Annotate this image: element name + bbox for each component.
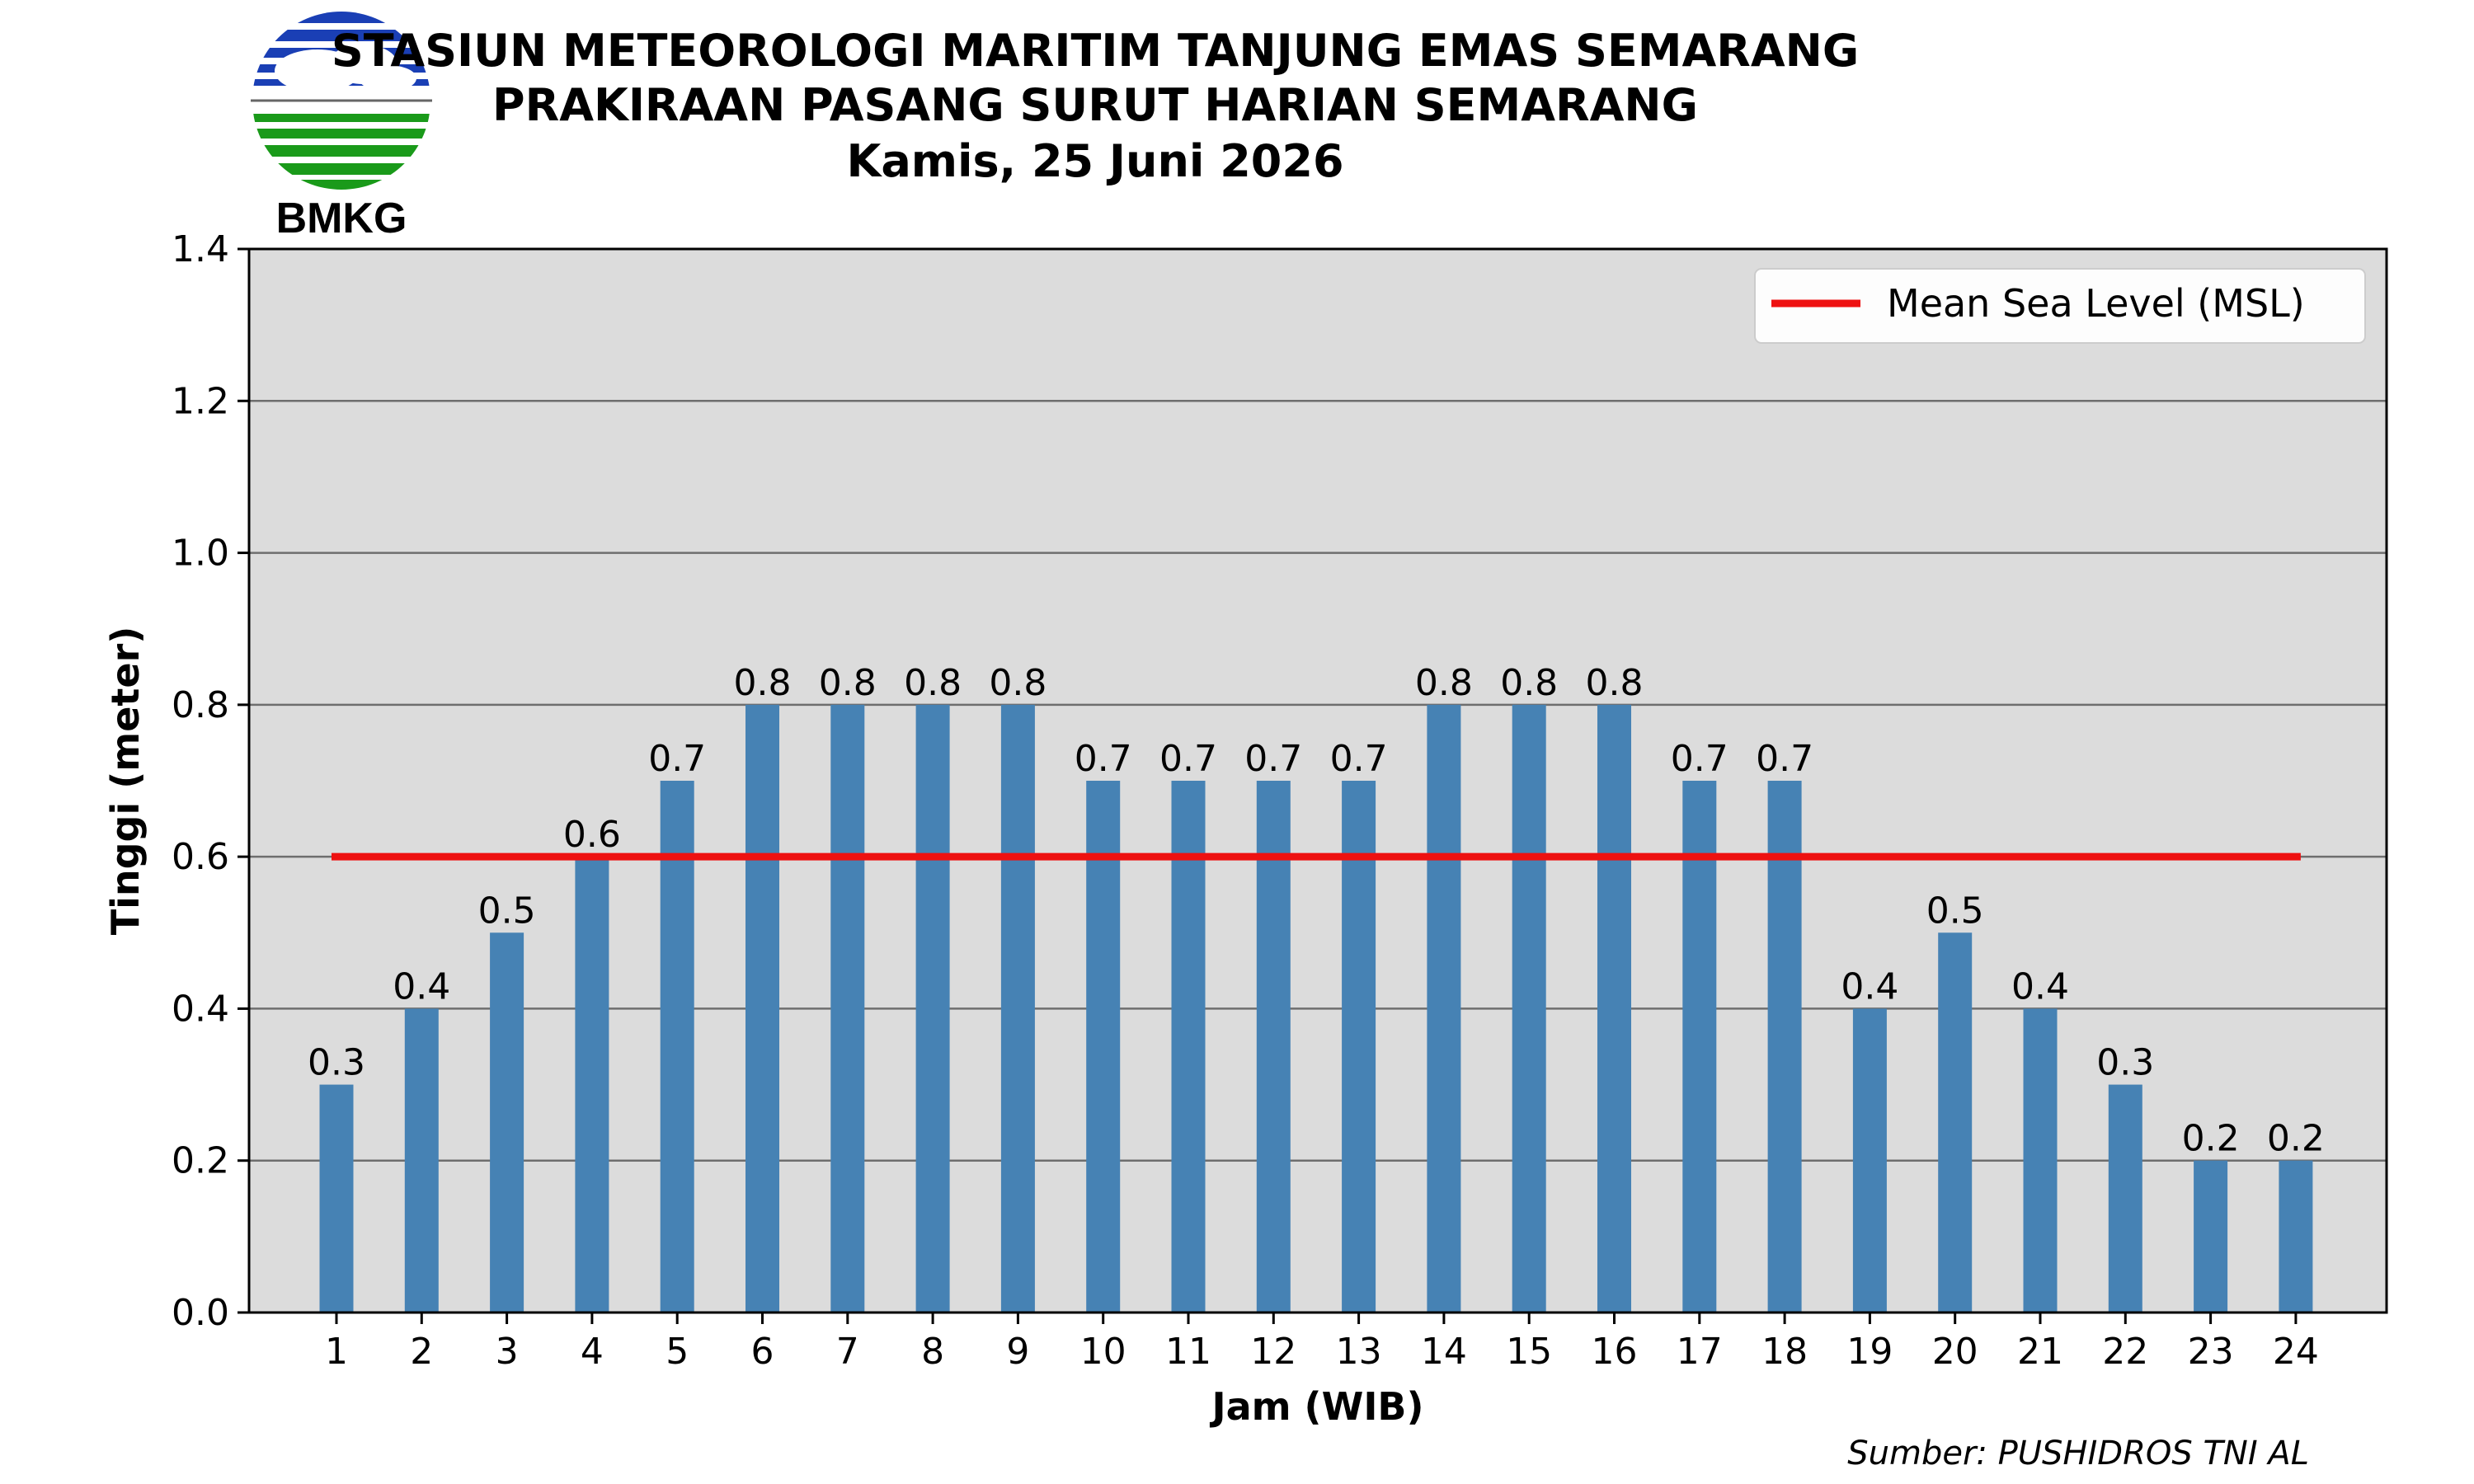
bar-labels: 0.3 0.4 0.5 0.6 0.7 0.8 0.8 0.8 0.8 0.7 0.7 0.7 0.7 0…	[308, 662, 2325, 1160]
bar	[2023, 1008, 2058, 1313]
bar	[745, 704, 779, 1313]
bar-value-label: 0.8	[1500, 662, 1558, 704]
x-tick-label: 14	[1421, 1331, 1467, 1373]
bar	[1682, 781, 1717, 1313]
x-tick-label: 3	[496, 1331, 519, 1373]
y-tick-label: 1.0	[172, 533, 229, 575]
bar-value-label: 0.6	[563, 814, 621, 856]
y-tick-label: 0.8	[172, 684, 229, 726]
y-axis-ticks: 0.0 0.2 0.4 0.6 0.8 1.0 1.2 1.4	[172, 228, 249, 1334]
x-tick-label: 12	[1250, 1331, 1296, 1373]
bar-value-label: 0.5	[478, 890, 536, 932]
bar	[1342, 781, 1376, 1313]
x-tick-label: 11	[1165, 1331, 1211, 1373]
x-tick-label: 21	[2017, 1331, 2063, 1373]
bar-value-label: 0.7	[1244, 738, 1302, 780]
bar-value-label: 0.4	[393, 965, 450, 1007]
y-tick-label: 0.6	[172, 836, 229, 878]
source-note: Sumber: PUSHIDROS TNI AL	[1847, 1435, 2309, 1472]
bar	[915, 704, 950, 1313]
x-tick-label: 2	[410, 1331, 433, 1373]
bar-value-label: 0.7	[1330, 738, 1388, 780]
bar-value-label: 0.7	[1671, 738, 1729, 780]
bar-value-label: 0.8	[989, 662, 1047, 704]
y-tick-label: 0.2	[172, 1140, 229, 1182]
legend-msl-label: Mean Sea Level (MSL)	[1887, 281, 2305, 326]
y-axis-label: Tinggi (meter)	[103, 627, 148, 936]
y-tick-label: 0.4	[172, 988, 229, 1030]
y-tick-label: 1.2	[172, 380, 229, 422]
bar-value-label: 0.2	[2182, 1118, 2240, 1160]
x-tick-label: 19	[1846, 1331, 1893, 1373]
bar	[660, 781, 694, 1313]
bar	[1512, 704, 1546, 1313]
bar-value-label: 0.7	[1756, 738, 1813, 780]
x-tick-label: 10	[1080, 1331, 1126, 1373]
bar	[319, 1084, 354, 1313]
bmkg-logo-text: BMKG	[276, 195, 407, 242]
x-tick-label: 17	[1677, 1331, 1723, 1373]
x-tick-label: 15	[1506, 1331, 1552, 1373]
plot-frame	[247, 247, 2388, 1314]
x-tick-label: 13	[1336, 1331, 1382, 1373]
bar-value-label: 0.4	[1841, 965, 1898, 1007]
bmkg-logo: BMKG	[251, 12, 432, 242]
x-tick-label: 6	[751, 1331, 774, 1373]
bar	[2194, 1160, 2228, 1313]
chart-title-line-1: STASIUN METEOROLOGI MARITIM TANJUNG EMAS…	[332, 25, 1859, 77]
bar-value-label: 0.2	[2267, 1118, 2325, 1160]
x-axis-ticks: 1 2 3 4 5 6 7 8 9 10 11 12 13 14 15 16 17 18 19 20 21 22 23 24	[325, 1313, 2319, 1373]
bar	[1086, 781, 1121, 1313]
x-tick-label: 4	[581, 1331, 604, 1373]
bar-value-label: 0.7	[1075, 738, 1132, 780]
bar	[2279, 1160, 2313, 1313]
bar	[1427, 704, 1461, 1313]
chart-title-line-3: Kamis, 25 Juni 2026	[846, 135, 1343, 187]
x-tick-label: 23	[2188, 1331, 2234, 1373]
x-tick-label: 5	[666, 1331, 689, 1373]
bar-value-label: 0.8	[734, 662, 792, 704]
bar	[2108, 1084, 2142, 1313]
bar-value-label: 0.5	[1926, 890, 1984, 932]
plot-area	[249, 249, 2387, 1313]
bar	[1256, 781, 1291, 1313]
legend: Mean Sea Level (MSL)	[1754, 268, 2366, 344]
x-tick-label: 8	[921, 1331, 944, 1373]
bar	[1852, 1008, 1887, 1313]
x-tick-label: 1	[325, 1331, 348, 1373]
x-axis-label: Jam (WIB)	[1209, 1384, 1423, 1429]
bar-value-label: 0.7	[648, 738, 706, 780]
bar-value-label: 0.8	[1415, 662, 1473, 704]
bar	[1938, 932, 1973, 1313]
bar-value-label: 0.8	[904, 662, 962, 704]
bar	[1171, 781, 1206, 1313]
bar	[490, 932, 524, 1313]
x-tick-label: 9	[1006, 1331, 1029, 1373]
bar-value-label: 0.7	[1159, 738, 1217, 780]
chart-title-line-2: PRAKIRAAN PASANG SURUT HARIAN SEMARANG	[492, 79, 1698, 131]
bar-value-label: 0.3	[2096, 1042, 2154, 1084]
bar-value-label: 0.8	[1586, 662, 1644, 704]
x-tick-label: 20	[1932, 1331, 1978, 1373]
bar	[404, 1008, 439, 1313]
bar-value-label: 0.3	[308, 1042, 365, 1084]
bar	[1767, 781, 1802, 1313]
bar-value-label: 0.4	[2011, 965, 2069, 1007]
x-tick-label: 22	[2102, 1331, 2148, 1373]
bar	[575, 857, 609, 1313]
x-tick-label: 18	[1761, 1331, 1808, 1373]
y-tick-label: 1.4	[172, 228, 229, 270]
x-tick-label: 24	[2273, 1331, 2319, 1373]
bar	[830, 704, 865, 1313]
bars	[319, 704, 2313, 1313]
x-tick-label: 7	[836, 1331, 859, 1373]
y-tick-label: 0.0	[172, 1292, 229, 1334]
bar	[1000, 704, 1035, 1313]
x-tick-label: 16	[1592, 1331, 1638, 1373]
bar-value-label: 0.8	[819, 662, 877, 704]
bar	[1597, 704, 1631, 1313]
